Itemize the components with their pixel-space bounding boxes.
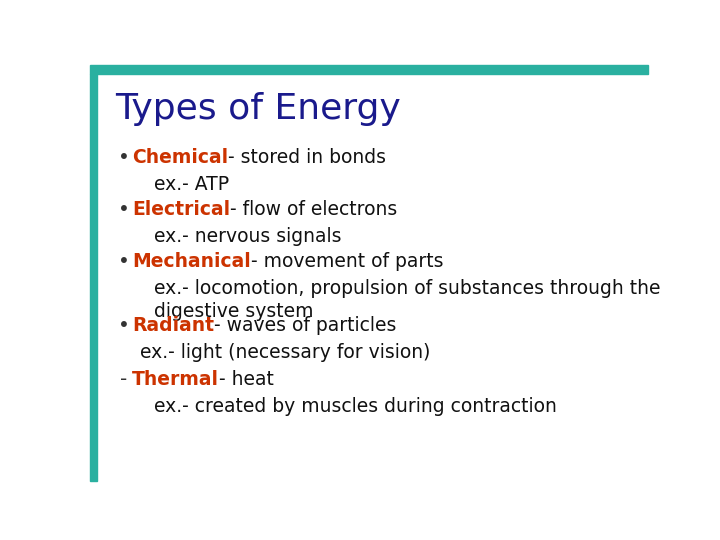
Bar xyxy=(90,74,96,481)
Text: ex.- created by muscles during contraction: ex.- created by muscles during contracti… xyxy=(154,397,557,416)
Text: - flow of electrons: - flow of electrons xyxy=(230,200,397,219)
Text: Chemical: Chemical xyxy=(132,148,228,167)
Text: Electrical: Electrical xyxy=(132,200,230,219)
Text: ex.- ATP: ex.- ATP xyxy=(154,175,229,194)
Text: ex.- nervous signals: ex.- nervous signals xyxy=(154,227,342,246)
Text: Mechanical: Mechanical xyxy=(132,252,251,271)
Text: •: • xyxy=(117,316,130,335)
Text: •: • xyxy=(117,252,130,271)
Text: - waves of particles: - waves of particles xyxy=(214,316,396,335)
Text: - movement of parts: - movement of parts xyxy=(251,252,443,271)
Text: -: - xyxy=(120,370,127,389)
Text: •: • xyxy=(117,148,130,167)
Text: •: • xyxy=(117,200,130,219)
Text: - stored in bonds: - stored in bonds xyxy=(228,148,386,167)
Text: Radiant: Radiant xyxy=(132,316,214,335)
Text: ex.- light (necessary for vision): ex.- light (necessary for vision) xyxy=(140,343,431,362)
Text: Types of Energy: Types of Energy xyxy=(115,92,401,126)
Text: Thermal: Thermal xyxy=(132,370,219,389)
Text: - heat: - heat xyxy=(219,370,274,389)
Text: ex.- locomotion, propulsion of substances through the
digestive system: ex.- locomotion, propulsion of substance… xyxy=(154,279,661,321)
Bar xyxy=(90,65,648,74)
